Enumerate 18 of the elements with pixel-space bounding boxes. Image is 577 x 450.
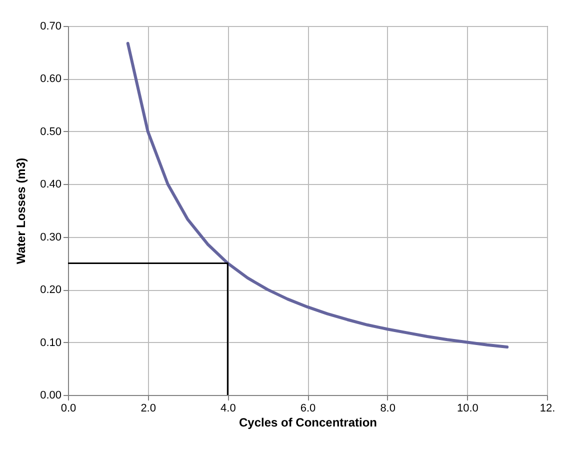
y-tick-label: 0.00 [40,390,62,402]
x-tick-label: 2.0 [140,402,156,414]
line-series [126,42,509,349]
y-tick-label: 0.10 [40,336,62,349]
y-tick-label: 0.70 [40,20,62,32]
x-axis-title: Cycles of Concentration [238,416,378,430]
y-tick-label: 0.50 [40,126,62,138]
y-tick-label: 0.20 [40,284,62,296]
y-tick-label: 0.30 [40,231,62,244]
x-tick-label: 10.0 [456,402,478,414]
y-tick-label: 0.60 [40,73,62,86]
x-tick-label: 6.0 [300,402,316,414]
x-tick-label: 0.0 [60,402,76,414]
y-axis-title: Water Losses (m3) [14,158,28,264]
x-tick-label: 12. [540,402,556,414]
y-tick-label: 0.40 [40,178,62,191]
x-tick-label: 4.0 [220,402,236,414]
x-tick-label: 8.0 [380,402,396,414]
